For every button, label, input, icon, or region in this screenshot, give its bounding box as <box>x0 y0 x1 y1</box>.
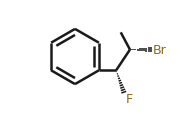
Text: Br: Br <box>152 44 166 57</box>
Text: F: F <box>125 92 132 105</box>
